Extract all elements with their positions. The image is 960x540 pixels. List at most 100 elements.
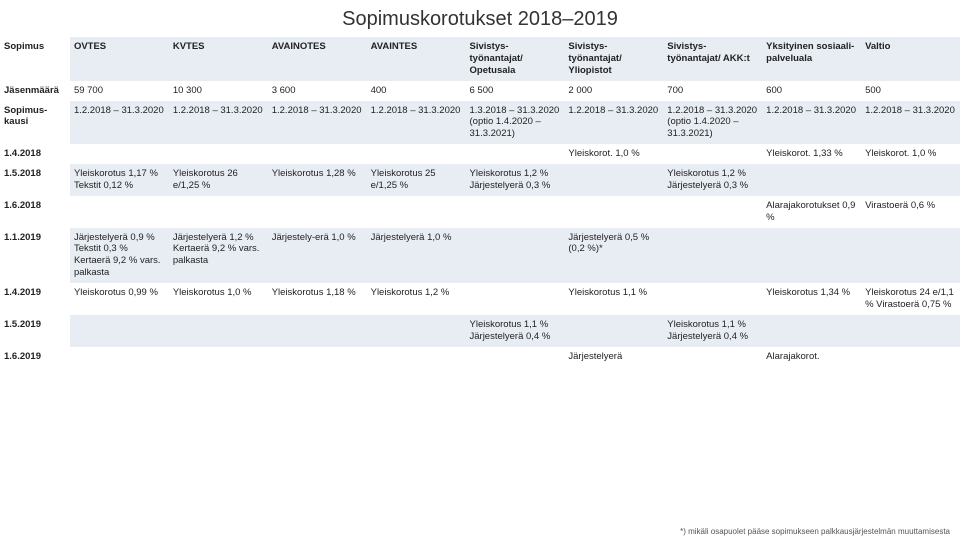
row-label: 1.5.2018 xyxy=(0,164,70,196)
table-cell xyxy=(70,196,169,228)
table-row: 1.5.2019 Yleiskorotus 1,1 % Järjestelyerä… xyxy=(0,315,960,347)
table-cell xyxy=(367,144,466,164)
table-cell xyxy=(466,196,565,228)
agreement-table: SopimusOVTESKVTESAVAINOTESAVAINTESSivist… xyxy=(0,37,960,366)
table-cell: 1.2.2018 – 31.3.2020 xyxy=(564,101,663,145)
table-cell xyxy=(762,315,861,347)
table-cell: 3 600 xyxy=(268,81,367,101)
table-cell xyxy=(169,347,268,367)
table-cell xyxy=(466,347,565,367)
table-cell xyxy=(663,196,762,228)
row-label: 1.4.2018 xyxy=(0,144,70,164)
table-cell: Yleiskorotus 1,17 % Tekstit 0,12 % xyxy=(70,164,169,196)
table-cell: Yleiskorotus 1,2 % Järjestelyerä 0,3 % xyxy=(466,164,565,196)
table-cell: Järjestelyerä xyxy=(564,347,663,367)
table-cell: Yleiskorotus 1,34 % xyxy=(762,283,861,315)
table-cell xyxy=(564,164,663,196)
table-cell xyxy=(70,144,169,164)
row-label: Sopimus xyxy=(0,37,70,81)
table-cell: 1.3.2018 – 31.3.2020 (optio 1.4.2020 – 3… xyxy=(466,101,565,145)
table-cell xyxy=(466,283,565,315)
table-cell: 1.2.2018 – 31.3.2020 xyxy=(70,101,169,145)
table-cell xyxy=(861,315,960,347)
row-label: Sopimus-kausi xyxy=(0,101,70,145)
table-cell: Yleiskorotus 1,1 % Järjestelyerä 0,4 % xyxy=(663,315,762,347)
table-cell: 400 xyxy=(367,81,466,101)
table-cell: Alarajakorotukset 0,9 % xyxy=(762,196,861,228)
table-cell xyxy=(663,283,762,315)
table-cell xyxy=(169,315,268,347)
table-cell xyxy=(70,315,169,347)
table-cell: Virastoerä 0,6 % xyxy=(861,196,960,228)
table-cell: Yleiskorotus 1,18 % xyxy=(268,283,367,315)
table-row: SopimusOVTESKVTESAVAINOTESAVAINTESSivist… xyxy=(0,37,960,81)
table-cell xyxy=(268,196,367,228)
table-cell: 1.2.2018 – 31.3.2020 xyxy=(268,101,367,145)
table-cell: Yleiskorotus 1,0 % xyxy=(169,283,268,315)
table-cell xyxy=(70,347,169,367)
page-title: Sopimuskorotukset 2018–2019 xyxy=(0,0,960,37)
table-cell: Valtio xyxy=(861,37,960,81)
table-cell: Yleiskorotus 1,28 % xyxy=(268,164,367,196)
table-row: 1.5.2018Yleiskorotus 1,17 % Tekstit 0,12… xyxy=(0,164,960,196)
table-cell xyxy=(663,228,762,284)
table-cell: Yleiskorotus 1,1 % xyxy=(564,283,663,315)
row-label: 1.5.2019 xyxy=(0,315,70,347)
table-cell: Yleiskorotus 0,99 % xyxy=(70,283,169,315)
table-row: 1.4.2019Yleiskorotus 0,99 %Yleiskorotus … xyxy=(0,283,960,315)
table-row: 1.4.2018Yleiskorot. 1,0 %Yleiskorot. 1,3… xyxy=(0,144,960,164)
table-cell: Yleiskorotus 1,2 % xyxy=(367,283,466,315)
table-cell xyxy=(169,196,268,228)
table-cell: 2 000 xyxy=(564,81,663,101)
table-cell: Järjestelyerä 1,2 % Kertaerä 9,2 % vars.… xyxy=(169,228,268,284)
table-cell xyxy=(367,196,466,228)
table-cell: Alarajakorot. xyxy=(762,347,861,367)
table-cell: 500 xyxy=(861,81,960,101)
table-cell xyxy=(762,164,861,196)
table-cell: OVTES xyxy=(70,37,169,81)
table-cell: Järjestelyerä 1,0 % xyxy=(367,228,466,284)
table-cell: Järjestelyerä 0,9 % Tekstit 0,3 % Kertae… xyxy=(70,228,169,284)
table-cell xyxy=(268,144,367,164)
table-cell xyxy=(268,315,367,347)
table-row: 1.6.2018 Alarajakorotukset 0,9 %Virastoer… xyxy=(0,196,960,228)
table-cell: Sivistys-työnantajat/ Opetusala xyxy=(466,37,565,81)
table-cell: 1.2.2018 – 31.3.2020 xyxy=(861,101,960,145)
table-cell: Yleiskorotus 26 e/1,25 % xyxy=(169,164,268,196)
table-cell: 1.2.2018 – 31.3.2020 xyxy=(762,101,861,145)
table-cell: AVAINOTES xyxy=(268,37,367,81)
table-cell xyxy=(861,347,960,367)
table-cell: Järjestely-erä 1,0 % xyxy=(268,228,367,284)
table-cell: KVTES xyxy=(169,37,268,81)
table-cell: 700 xyxy=(663,81,762,101)
table-row: 1.6.2019JärjestelyeräAlarajakorot. xyxy=(0,347,960,367)
table-cell xyxy=(466,144,565,164)
table-cell: Yleiskorot. 1,0 % xyxy=(564,144,663,164)
table-cell xyxy=(367,347,466,367)
table-cell xyxy=(367,315,466,347)
table-cell: 600 xyxy=(762,81,861,101)
table-cell: Yleiskorotus 1,2 % Järjestelyerä 0,3 % xyxy=(663,164,762,196)
table-cell: Yksityinen sosiaali-palveluala xyxy=(762,37,861,81)
table-cell: 1.2.2018 – 31.3.2020 xyxy=(169,101,268,145)
table-cell xyxy=(663,144,762,164)
table-cell: Yleiskorot. 1,0 % xyxy=(861,144,960,164)
table-cell: Yleiskorotus 24 e/1,1 % Virastoerä 0,75 … xyxy=(861,283,960,315)
table-cell: Sivistys-työnantajat/ AKK:t xyxy=(663,37,762,81)
table-cell: AVAINTES xyxy=(367,37,466,81)
table-cell: 6 500 xyxy=(466,81,565,101)
footnote: *) mikäli osapuolet pääse sopimukseen pa… xyxy=(680,527,950,536)
row-label: Jäsenmäärä xyxy=(0,81,70,101)
row-label: 1.1.2019 xyxy=(0,228,70,284)
row-label: 1.6.2018 xyxy=(0,196,70,228)
table-cell xyxy=(663,347,762,367)
table-cell xyxy=(564,315,663,347)
table-cell xyxy=(762,228,861,284)
table-row: Jäsenmäärä59 70010 3003 6004006 5002 000… xyxy=(0,81,960,101)
table-cell: Järjestelyerä 0,5 % (0,2 %)* xyxy=(564,228,663,284)
table-cell xyxy=(564,196,663,228)
table-row: 1.1.2019Järjestelyerä 0,9 % Tekstit 0,3 … xyxy=(0,228,960,284)
table-cell: Yleiskorotus 25 e/1,25 % xyxy=(367,164,466,196)
table-cell: 59 700 xyxy=(70,81,169,101)
table-cell xyxy=(466,228,565,284)
